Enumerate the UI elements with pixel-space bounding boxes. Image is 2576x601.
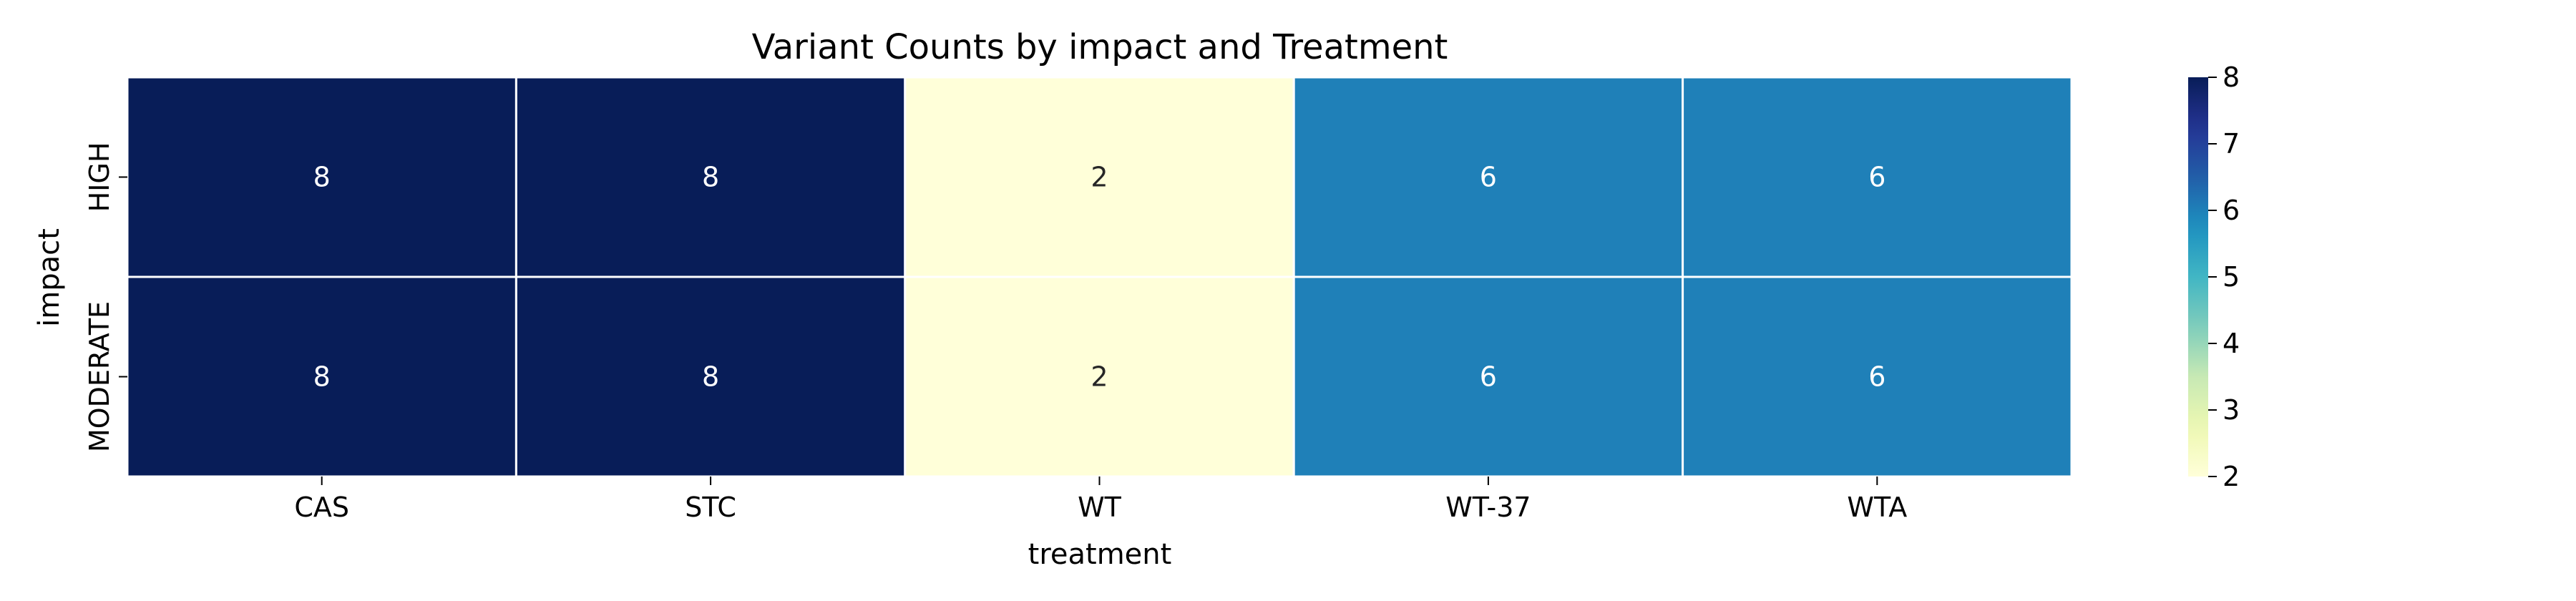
x-tick-label: STC xyxy=(685,492,736,523)
x-axis-label: treatment xyxy=(1028,538,1172,571)
x-tick-label: WT-37 xyxy=(1445,492,1531,523)
x-tick-label: WT xyxy=(1078,492,1122,523)
heatmap-cell-moderate-wta xyxy=(1682,275,2073,478)
cell-value-label: 2 xyxy=(1091,361,1108,393)
heatmap-cell-high-stc xyxy=(514,76,907,278)
colorbar-tick-label: 6 xyxy=(2223,195,2240,226)
y-axis-label: impact xyxy=(33,228,66,327)
cell-value-label: 6 xyxy=(1868,162,1885,193)
cell-value-label: 6 xyxy=(1868,361,1885,393)
colorbar-tick-label: 8 xyxy=(2223,62,2240,93)
chart-title: Variant Counts by impact and Treatment xyxy=(752,27,1448,67)
y-tick-label: MODERATE xyxy=(84,301,115,452)
y-axis: HIGH MODERATE xyxy=(84,142,127,452)
heatmap-cell-high-cas xyxy=(126,76,517,278)
cell-value-label: 8 xyxy=(313,361,331,393)
heatmap-cell-high-wta xyxy=(1682,76,2073,278)
x-axis: CAS STC WT WT-37 WTA xyxy=(294,477,1907,523)
y-tick-label: HIGH xyxy=(84,142,115,212)
colorbar: 2 3 4 5 6 7 8 xyxy=(2188,62,2240,492)
colorbar-gradient xyxy=(2188,77,2208,477)
heatmap-cell-moderate-cas xyxy=(126,275,517,478)
cell-value-label: 8 xyxy=(313,162,331,193)
cell-value-label: 8 xyxy=(702,162,719,193)
heatmap-cell-moderate-wt xyxy=(904,275,1295,478)
x-tick-label: CAS xyxy=(294,492,349,523)
colorbar-tick-label: 4 xyxy=(2223,328,2240,359)
heatmap-cell-high-wt-37 xyxy=(1292,76,1684,278)
cell-value-label: 2 xyxy=(1091,162,1108,193)
heatmap-cell-high-wt xyxy=(904,76,1295,278)
cell-value-label: 6 xyxy=(1480,361,1497,393)
cell-value-label: 6 xyxy=(1480,162,1497,193)
colorbar-tick-label: 2 xyxy=(2223,461,2240,492)
x-tick-label: WTA xyxy=(1847,492,1907,523)
cell-value-label: 8 xyxy=(702,361,719,393)
colorbar-tick-label: 7 xyxy=(2223,128,2240,160)
heatmap-cells: 8 8 2 6 6 8 8 2 6 6 xyxy=(126,76,2073,478)
colorbar-tick-label: 3 xyxy=(2223,394,2240,426)
colorbar-tick-label: 5 xyxy=(2223,261,2240,293)
